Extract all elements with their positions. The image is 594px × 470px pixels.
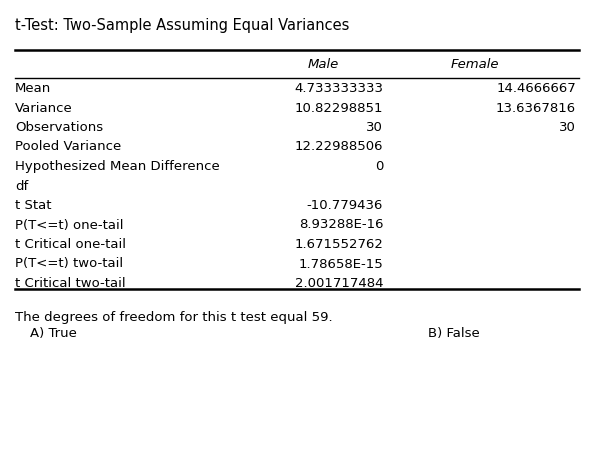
Text: 0: 0 <box>375 160 383 173</box>
Text: 14.4666667: 14.4666667 <box>497 82 576 95</box>
Text: 2.001717484: 2.001717484 <box>295 277 383 290</box>
Text: Variance: Variance <box>15 102 72 115</box>
Text: Pooled Variance: Pooled Variance <box>15 141 121 154</box>
Text: A) True: A) True <box>30 327 77 340</box>
Text: B) False: B) False <box>428 327 479 340</box>
Text: Hypothesized Mean Difference: Hypothesized Mean Difference <box>15 160 220 173</box>
Text: 1.78658E-15: 1.78658E-15 <box>298 258 383 271</box>
Text: 10.82298851: 10.82298851 <box>295 102 383 115</box>
Text: 12.22988506: 12.22988506 <box>295 141 383 154</box>
Text: Female: Female <box>451 58 500 71</box>
Text: t Critical two-tail: t Critical two-tail <box>15 277 125 290</box>
Text: Observations: Observations <box>15 121 103 134</box>
Text: P(T<=t) one-tail: P(T<=t) one-tail <box>15 219 124 232</box>
Text: 1.671552762: 1.671552762 <box>294 238 383 251</box>
Text: Mean: Mean <box>15 82 51 95</box>
Text: P(T<=t) two-tail: P(T<=t) two-tail <box>15 258 123 271</box>
Text: 30: 30 <box>560 121 576 134</box>
Text: t Critical one-tail: t Critical one-tail <box>15 238 126 251</box>
Text: t-Test: Two-Sample Assuming Equal Variances: t-Test: Two-Sample Assuming Equal Varian… <box>15 18 349 33</box>
Text: t Stat: t Stat <box>15 199 51 212</box>
Text: Male: Male <box>308 58 339 71</box>
Text: 13.6367816: 13.6367816 <box>496 102 576 115</box>
Text: The degrees of freedom for this t test equal 59.: The degrees of freedom for this t test e… <box>15 311 333 324</box>
Text: 4.733333333: 4.733333333 <box>294 82 383 95</box>
Text: 8.93288E-16: 8.93288E-16 <box>299 219 383 232</box>
Text: -10.779436: -10.779436 <box>307 199 383 212</box>
Text: df: df <box>15 180 28 193</box>
Text: 30: 30 <box>366 121 383 134</box>
